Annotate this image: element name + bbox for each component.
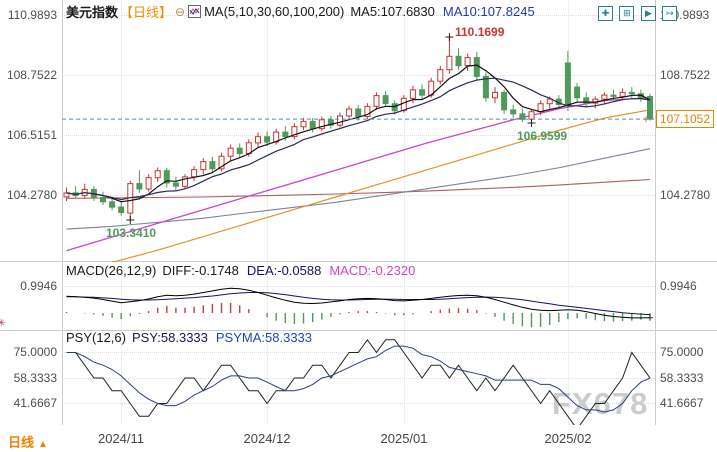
psy-chart[interactable] [62, 330, 655, 425]
date-label: 2025/01 [380, 431, 428, 446]
macd-axis-label: 0.9946 [660, 279, 697, 293]
axis-separator [655, 0, 656, 452]
macd-title: MACD(26,12,9) [66, 263, 157, 278]
symbol-title: 美元指数 [66, 5, 119, 20]
last-price-box: 107.1052 [656, 110, 714, 128]
main-price-chart[interactable] [62, 0, 655, 262]
diff-value: DIFF:-0.1748 [162, 263, 239, 278]
scroll-right-icon[interactable]: ▶ [640, 6, 656, 21]
month-gridline [404, 0, 405, 425]
psy-gridline [62, 403, 655, 404]
price-axis-label: 110.9893 [7, 8, 57, 22]
main-gridline [62, 75, 655, 76]
main-gridline [62, 195, 655, 196]
triangle-up-icon: ▲ [38, 439, 48, 450]
date-label: 2024/12 [243, 431, 291, 446]
psy-header: PSY(12,6) PSY:58.3333 PSYMA:58.3333 [66, 330, 312, 345]
ma5-value: MA5:107.6830 [350, 4, 435, 19]
month-gridline [267, 0, 268, 425]
psy-line [66, 338, 651, 425]
chart-toolbar: ✚ ⊞ ▶ ↦ [596, 3, 678, 21]
ma30-line [66, 97, 651, 252]
low-price-label: 103.3410 [106, 226, 157, 240]
macd-histogram [65, 302, 651, 328]
price-axis-label: 106.5151 [6, 128, 57, 142]
dea-value: DEA:-0.0588 [246, 263, 322, 278]
main-gridline [62, 135, 655, 136]
macd-value: MACD:-0.2320 [329, 263, 416, 278]
jump-to-latest-icon[interactable]: ↦ [662, 6, 678, 21]
psyma-value: PSYMA:58.3333 [215, 330, 313, 345]
date-label: 2024/11 [97, 431, 145, 446]
edge-marker-icon: ✳ [0, 318, 6, 329]
psy-value: PSY:58.3333 [131, 330, 208, 345]
month-gridline [568, 0, 569, 425]
panel-separator [0, 261, 717, 262]
ma200-line [66, 178, 651, 199]
psy-axis-label: 75.0000 [660, 345, 704, 359]
panel-separator [0, 330, 717, 331]
period-selector-tab[interactable]: 日线 ▲ [8, 432, 48, 451]
dea-line [66, 292, 651, 316]
price-axis-label: 104.2780 [660, 188, 711, 202]
pan-crosshair-icon[interactable]: ✚ [598, 6, 613, 21]
bottom-time-axis: 日线 ▲ 2024/11 2024/12 2025/01 2025/02 [0, 425, 717, 452]
ma5-line [66, 64, 651, 203]
psy-title: PSY(12,6) [66, 330, 126, 345]
macd-header: MACD(26,12,9) DIFF:-0.1748 DEA:-0.0588 MACD… [66, 263, 415, 278]
psy-axis-label: 41.6667 [660, 396, 704, 410]
axis-scale-icon[interactable]: ⊞ [619, 6, 635, 21]
price-axis-label: 104.2780 [6, 188, 57, 202]
chart-type-icon[interactable] [188, 5, 202, 18]
ma10-value: MA10:107.8245 [442, 4, 535, 19]
psy-axis-label: 58.3333 [660, 371, 704, 385]
high-price-label: 110.1699 [455, 25, 505, 39]
period-tag: 【日线】 [120, 5, 173, 20]
macd-gridline [62, 286, 655, 287]
collapse-indicator-icon[interactable]: ⊖ [175, 4, 186, 19]
chart-header: 美元指数 【日线】 ⊖ MA(5,10,30,60,100,200) MA5:107.6… [66, 2, 535, 20]
ma10-line [66, 77, 651, 201]
psy-axis-label: 75.0000 [13, 345, 57, 359]
axis-separator [62, 0, 63, 452]
psy-gridline [62, 378, 655, 379]
macd-chart[interactable] [62, 262, 655, 330]
price-axis-label: 108.7522 [660, 68, 711, 82]
date-label: 2025/02 [544, 431, 592, 446]
psy-axis-label: 58.3333 [13, 371, 57, 385]
pullback-low-label: 106.9599 [517, 129, 568, 143]
main-gridline [62, 15, 655, 16]
ma-settings-label: MA(5,10,30,60,100,200) [204, 4, 345, 19]
psy-axis-label: 41.6667 [13, 396, 57, 410]
period-label: 日线 [8, 435, 35, 450]
ma60-line [111, 109, 651, 262]
macd-axis-label: 0.9946 [20, 279, 57, 293]
diff-line [66, 287, 651, 319]
psyma-line [66, 345, 651, 413]
price-axis-label: 108.7522 [6, 68, 57, 82]
